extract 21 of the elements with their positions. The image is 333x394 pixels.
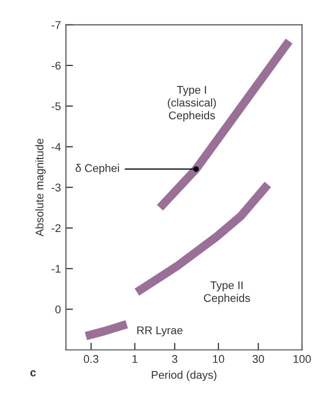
x-axis-title: Period (days) xyxy=(152,370,216,382)
y-tick-label: -6 xyxy=(52,62,61,70)
x-tick-label: 100 xyxy=(294,355,311,363)
y-tick-label: 0 xyxy=(55,306,61,314)
y-tick-label: -4 xyxy=(52,143,61,151)
y-axis-title: Absolute magnitude xyxy=(35,138,46,236)
y-tick-label: -5 xyxy=(52,102,61,110)
series-label: Type I (classical) Cepheids xyxy=(168,86,216,122)
x-tick-label: 3 xyxy=(172,355,178,363)
series-label: RR Lyrae xyxy=(137,326,182,336)
x-tick-label: 0.3 xyxy=(84,355,98,363)
x-tick-label: 30 xyxy=(252,355,264,363)
y-tick-label: -1 xyxy=(52,264,61,273)
text: c xyxy=(30,370,36,376)
annotation: δ Cephei xyxy=(76,164,119,174)
y-tick-label: -2 xyxy=(52,224,61,232)
text: Type II Cepheids xyxy=(204,281,250,304)
y-tick-label: -3 xyxy=(52,184,61,192)
x-tick-label: 1 xyxy=(132,355,138,363)
x-tick-label: 10 xyxy=(213,355,224,363)
y-tick-label: -7 xyxy=(52,21,61,29)
